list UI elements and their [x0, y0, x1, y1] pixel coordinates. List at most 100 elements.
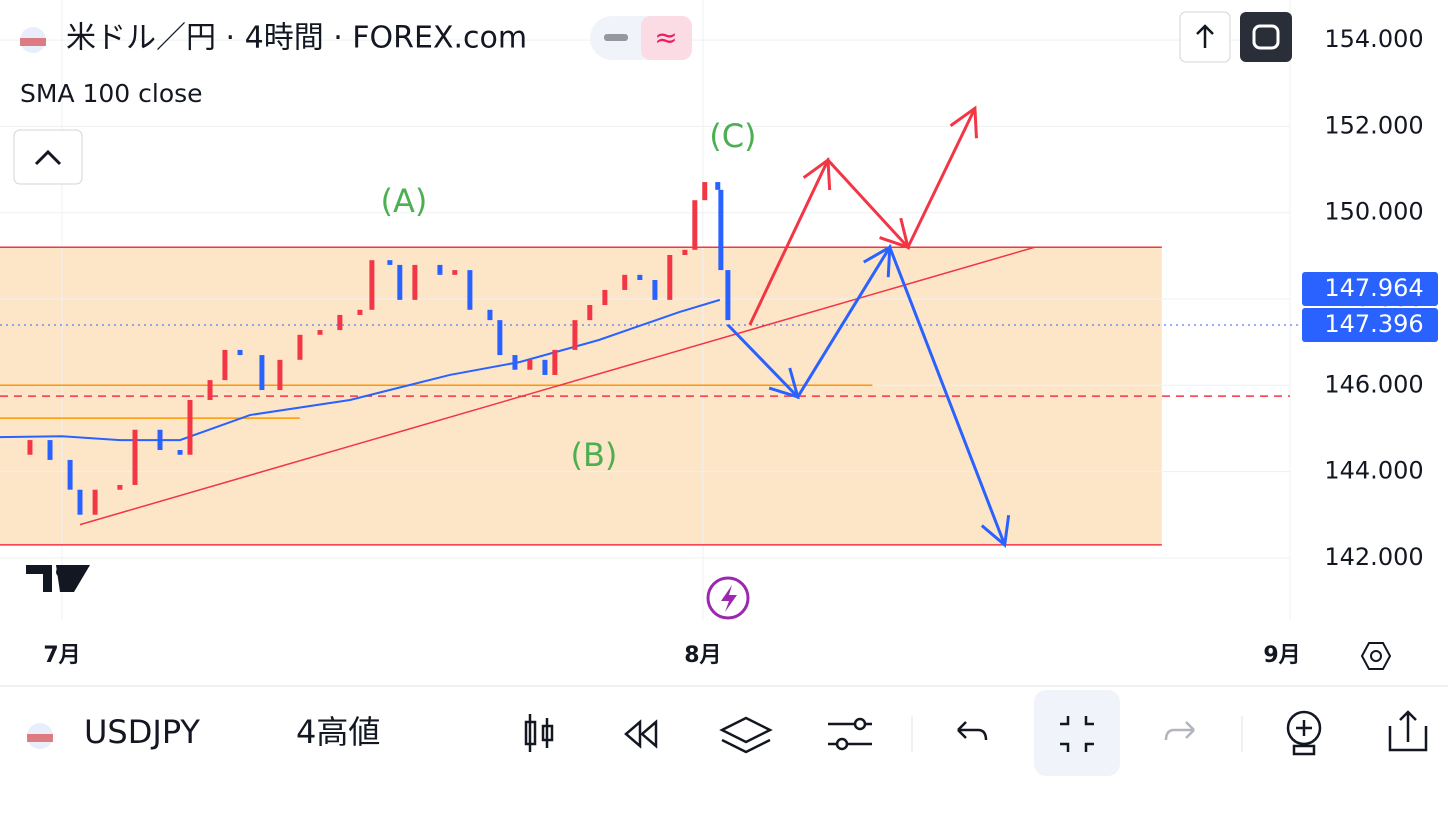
candle	[67, 459, 73, 490]
x-tick-label: 9月	[1263, 643, 1300, 668]
collapse-icon	[34, 149, 62, 166]
x-tick-label: 8月	[684, 643, 721, 668]
wave-label: (C)	[709, 117, 756, 155]
y-tick-label: 154.000	[1324, 25, 1423, 53]
candle	[27, 440, 33, 455]
arrow-head	[862, 244, 892, 278]
flag-icon	[20, 38, 46, 46]
arrow-head	[949, 105, 978, 139]
candle	[77, 489, 83, 515]
candle	[467, 270, 473, 310]
settings-icon	[1370, 650, 1382, 662]
candle	[207, 380, 213, 400]
chart: (A) (B) (C)	[0, 0, 1300, 620]
sma-line	[0, 298, 721, 442]
price-badge-label: 147.396	[1324, 310, 1423, 338]
candle	[487, 309, 493, 321]
indicator-label[interactable]: SMA 100 close	[20, 79, 203, 108]
candle	[692, 200, 698, 250]
candle	[725, 270, 731, 321]
fullscreen-icon	[1252, 24, 1280, 50]
alert-button[interactable]	[1286, 710, 1322, 756]
toolbar-style[interactable]: 4高値	[296, 713, 380, 751]
candle	[237, 349, 243, 356]
price-badge	[1302, 308, 1438, 343]
candle	[622, 274, 628, 290]
logo	[56, 567, 66, 577]
replay-button[interactable]	[624, 719, 658, 749]
y-tick-label: 150.000	[1324, 198, 1423, 226]
status-icon	[641, 16, 692, 60]
candle	[369, 260, 375, 310]
share-button[interactable]	[1388, 710, 1428, 752]
y-tick-label: 152.000	[1324, 111, 1423, 139]
candle	[132, 429, 138, 485]
logo	[26, 565, 90, 592]
collapse-button[interactable]	[13, 129, 83, 185]
wave-label: (A)	[381, 182, 428, 220]
arrow-head	[768, 367, 800, 400]
fullscreen-button[interactable]	[1240, 12, 1292, 62]
candle	[527, 359, 533, 370]
price-badge-label: 147.964	[1324, 274, 1423, 302]
candle	[637, 274, 643, 281]
candle	[702, 182, 708, 201]
event-icon	[721, 585, 737, 612]
status-icon	[604, 34, 628, 41]
y-tick-label: 146.000	[1324, 370, 1423, 398]
arrow-head	[879, 217, 911, 250]
redo-button[interactable]	[1164, 721, 1195, 741]
symbol-title: 米ドル／円 · 4時間 · FOREX.com	[66, 21, 527, 56]
candle-button[interactable]	[524, 714, 554, 752]
candle	[117, 484, 123, 490]
candle	[259, 355, 265, 391]
candle	[652, 280, 658, 300]
candle	[222, 349, 228, 381]
zoom-icon	[1060, 716, 1094, 752]
indicators-icon	[853, 717, 867, 731]
candle	[602, 289, 608, 306]
layers-button[interactable]	[719, 716, 773, 754]
candle	[552, 349, 558, 375]
status-icon: ≈	[654, 21, 677, 54]
y-tick-label: 144.000	[1324, 457, 1423, 485]
scroll-icon	[1196, 24, 1214, 48]
settings-button[interactable]	[1360, 642, 1392, 670]
indicators-icon	[835, 737, 849, 751]
wave-label: (B)	[570, 436, 617, 474]
candle	[437, 264, 443, 275]
candle	[497, 320, 503, 356]
price-badge	[1302, 272, 1438, 307]
candle	[337, 314, 343, 331]
candle	[587, 305, 593, 321]
candle	[187, 399, 193, 455]
arrow-head	[980, 514, 1011, 548]
y-tick-label: 142.000	[1324, 543, 1423, 571]
candle	[718, 189, 724, 271]
candle	[667, 254, 673, 300]
candle	[542, 359, 548, 375]
candle	[387, 260, 393, 265]
candle	[357, 309, 363, 315]
candle	[682, 249, 688, 255]
candle	[412, 264, 418, 300]
x-tick-label: 7月	[43, 643, 80, 668]
trend-drawing	[79, 246, 1035, 526]
candle	[297, 334, 303, 360]
toolbar-icons	[524, 714, 988, 754]
candle	[572, 320, 578, 350]
toolbar-symbol[interactable]: USDJPY	[84, 713, 200, 751]
undo-button[interactable]	[957, 721, 988, 741]
candle	[157, 429, 163, 451]
candle	[92, 489, 98, 515]
candle	[715, 182, 721, 190]
candle	[397, 264, 403, 300]
candle	[512, 355, 518, 370]
trend-drawing	[726, 243, 1007, 546]
arrow-head	[802, 157, 832, 191]
zoom-button[interactable]	[1034, 690, 1120, 776]
candle	[277, 359, 283, 391]
flag-icon	[27, 734, 53, 742]
candle	[47, 440, 53, 460]
